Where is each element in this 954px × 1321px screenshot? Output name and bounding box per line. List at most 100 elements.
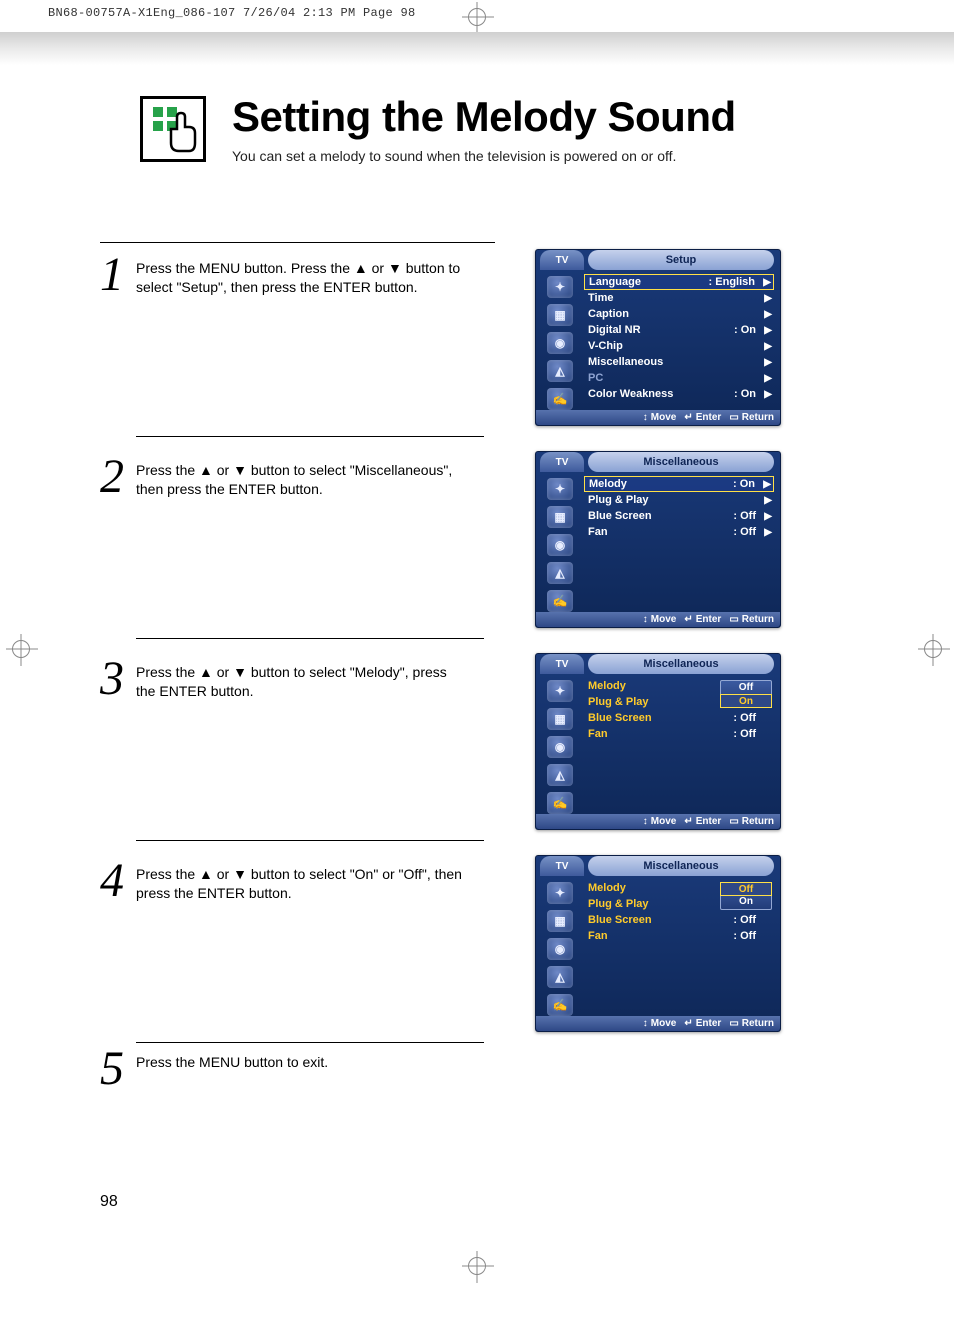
osd-hint-label: Move xyxy=(651,412,677,423)
osd-popup: OffOn xyxy=(720,882,772,910)
chevron-right-icon: ▶ xyxy=(764,511,772,522)
osd-popup: OffOn xyxy=(720,680,772,708)
step-number: 2 xyxy=(100,457,136,499)
osd-menu: Melody:Plug & PlayBlue Screen: OffFan: O… xyxy=(580,676,776,814)
osd-menu-row: Miscellaneous ▶ xyxy=(584,354,774,370)
step-row: 4Press the ▲ or ▼ button to select "On" … xyxy=(100,855,880,1032)
step-text: Press the MENU button to exit. xyxy=(136,1049,466,1090)
osd-category-icon: ✍ xyxy=(547,388,573,410)
osd-tv-label: TV xyxy=(540,250,584,270)
osd-row-label: Time xyxy=(588,292,613,304)
step-text: Press the ▲ or ▼ button to select "Melod… xyxy=(136,659,466,701)
osd-row-value: : English xyxy=(709,276,769,288)
osd-category-icon: ◭ xyxy=(547,360,573,382)
osd-hint: ↕Move xyxy=(643,1018,677,1029)
osd-hint-icon: ↕ xyxy=(643,614,648,625)
step-text: Press the ▲ or ▼ button to select "Misce… xyxy=(136,457,466,499)
osd-hint: ↵Enter xyxy=(684,614,721,625)
osd-tv-label: TV xyxy=(540,856,584,876)
osd-hint: ↕Move xyxy=(643,816,677,827)
step: 1Press the MENU button. Press the ▲ or ▼… xyxy=(100,255,495,297)
header-gradient xyxy=(0,32,954,76)
osd-hint-icon: ↵ xyxy=(684,412,692,423)
chevron-right-icon: ▶ xyxy=(764,495,772,506)
osd-hint-icon: ▭ xyxy=(729,816,738,827)
osd-hint-label: Return xyxy=(742,816,774,827)
osd-hint: ▭Return xyxy=(729,412,774,423)
osd-hint: ▭ Return xyxy=(729,816,774,827)
osd-hint-label: Return xyxy=(742,614,774,625)
step-text: Press the ▲ or ▼ button to select "On" o… xyxy=(136,861,466,903)
osd-popup-option: On xyxy=(720,694,772,708)
osd-category-icons: ✦▦◉◭✍ xyxy=(540,878,580,1016)
osd-footer: ↕Move↵Enter▭Return xyxy=(536,612,780,627)
osd-hint: ▭ Return xyxy=(729,614,774,625)
osd-category-icon: ▦ xyxy=(547,708,573,730)
title-row: Setting the Melody Sound You can set a m… xyxy=(140,96,880,164)
osd-row-label: Fan xyxy=(588,526,608,538)
chevron-right-icon: ▶ xyxy=(764,357,772,368)
osd-row-value: : Off xyxy=(733,914,770,926)
step: 3Press the ▲ or ▼ button to select "Melo… xyxy=(100,659,495,701)
osd-menu-row: Caption ▶ xyxy=(584,306,774,322)
osd-row-label: Language xyxy=(589,276,641,288)
osd-hint-icon: ▭ xyxy=(729,412,738,423)
osd-row-label: Plug & Play xyxy=(588,494,649,506)
step-divider xyxy=(136,436,484,437)
title-text: Setting the Melody Sound You can set a m… xyxy=(232,96,736,164)
osd-title: Setup xyxy=(588,250,774,270)
osd-menu-row: PC▶ xyxy=(584,370,774,386)
osd-hint-icon: ↵ xyxy=(684,816,692,827)
osd-menu-row: V-Chip▶ xyxy=(584,338,774,354)
manual-page: BN68-00757A-X1Eng_086-107 7/26/04 2:13 P… xyxy=(0,0,954,1321)
osd-row-label: Miscellaneous xyxy=(588,356,663,368)
step: 2Press the ▲ or ▼ button to select "Misc… xyxy=(100,457,495,499)
osd-popup-option: Off xyxy=(721,681,771,695)
osd-row-label: Plug & Play xyxy=(588,898,649,910)
osd-hint: ▭ Return xyxy=(729,1018,774,1029)
osd-hint-icon: ↕ xyxy=(643,1018,648,1029)
step-number: 3 xyxy=(100,659,136,701)
osd-menu: Melody:Plug & PlayBlue Screen: OffFan: O… xyxy=(580,878,776,1016)
osd-hint-icon: ↕ xyxy=(643,412,648,423)
osd-menu-row: Digital NR: On▶ xyxy=(584,322,774,338)
osd-menu-row: Fan: Off▶ xyxy=(584,524,774,540)
osd-menu-row: Fan: Off xyxy=(584,726,774,742)
divider xyxy=(100,242,495,243)
osd-hint-label: Enter xyxy=(696,412,722,423)
osd-category-icon: ▦ xyxy=(547,910,573,932)
osd-row-label: PC xyxy=(588,372,603,384)
osd-menu-row: Blue Screen: Off xyxy=(584,912,774,928)
step-number: 4 xyxy=(100,861,136,903)
osd-hint-icon: ▭ xyxy=(729,614,738,625)
osd-screenshot: TVSetup✦▦◉◭✍Language: English▶Time▶Capti… xyxy=(535,249,781,426)
osd-row-label: V-Chip xyxy=(588,340,623,352)
osd-hint-label: Move xyxy=(651,816,677,827)
step: 4Press the ▲ or ▼ button to select "On" … xyxy=(100,861,495,903)
osd-category-icon: ✦ xyxy=(547,882,573,904)
osd-category-icon: ◭ xyxy=(547,966,573,988)
step-row: 5Press the MENU button to exit. xyxy=(100,1043,880,1090)
osd-hint-icon: ▭ xyxy=(729,1018,738,1029)
step-divider xyxy=(136,638,484,639)
osd-menu-row: Color Weakness: On▶ xyxy=(584,386,774,402)
osd-category-icon: ✦ xyxy=(547,680,573,702)
step: 5Press the MENU button to exit. xyxy=(100,1049,495,1090)
osd-hint-icon: ↕ xyxy=(643,816,648,827)
osd-hint: ↵ Enter xyxy=(684,412,721,423)
osd-hint-label: Return xyxy=(742,1018,774,1029)
osd-row-label: Blue Screen xyxy=(588,510,652,522)
osd-row-label: Blue Screen xyxy=(588,712,652,724)
osd-tv-label: TV xyxy=(540,654,584,674)
chevron-right-icon: ▶ xyxy=(764,309,772,320)
osd-menu-row: Blue Screen: Off xyxy=(584,710,774,726)
osd-category-icon: ▦ xyxy=(547,506,573,528)
osd-category-icon: ▦ xyxy=(547,304,573,326)
osd-row-label: Caption xyxy=(588,308,629,320)
osd-hint-icon: ↵ xyxy=(684,614,692,625)
osd-title: Miscellaneous xyxy=(588,654,774,674)
page-subtitle: You can set a melody to sound when the t… xyxy=(232,148,736,164)
step-row: 3Press the ▲ or ▼ button to select "Melo… xyxy=(100,653,880,830)
osd-footer: ↕Move↵Enter▭Return xyxy=(536,1016,780,1031)
osd-menu-row: Melody: On▶ xyxy=(584,476,774,492)
